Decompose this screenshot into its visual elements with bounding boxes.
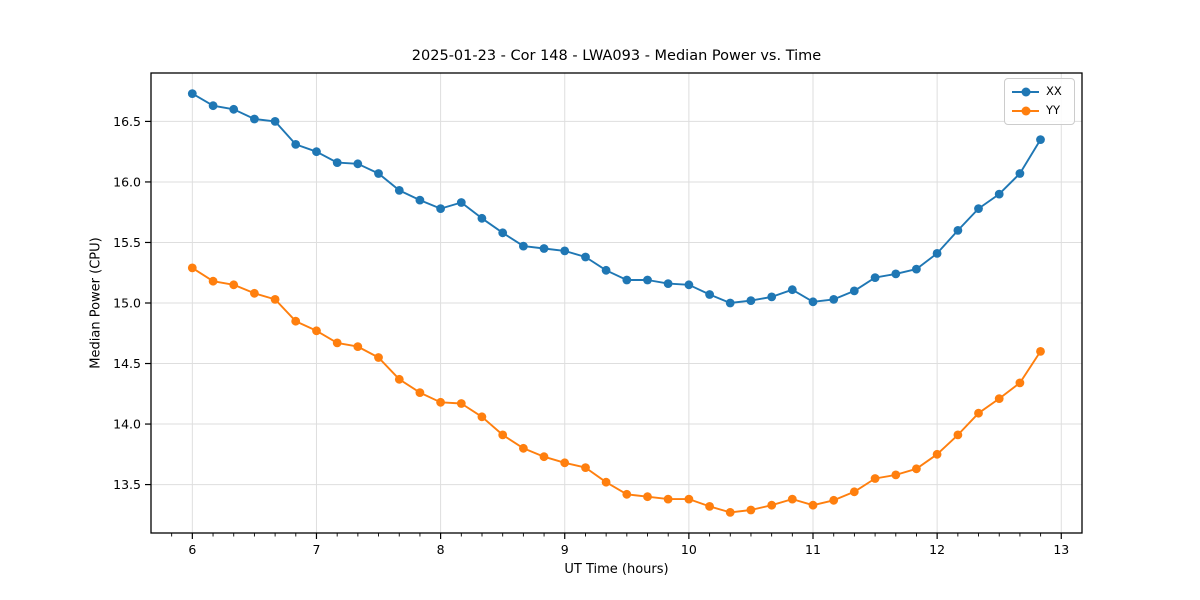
- svg-text:14.5: 14.5: [113, 356, 141, 371]
- svg-text:7: 7: [312, 542, 320, 557]
- svg-text:16.0: 16.0: [113, 174, 141, 189]
- svg-text:9: 9: [561, 542, 569, 557]
- legend-marker-icon: [1021, 87, 1030, 97]
- svg-text:8: 8: [437, 542, 445, 557]
- legend: XX YY: [1004, 78, 1075, 125]
- x-axis-ticks: [191, 533, 1062, 539]
- x-axis-minor-ticks: [171, 533, 1042, 537]
- y-axis-tick-labels: 13.5 14.0 14.5 15.0 15.5 16.0 16.5: [113, 114, 141, 492]
- svg-text:16.5: 16.5: [113, 114, 141, 129]
- svg-text:15.0: 15.0: [113, 296, 141, 311]
- legend-item-xx: XX: [1012, 84, 1066, 100]
- series-markers-xx: [187, 89, 1045, 308]
- series-line-yy: [191, 266, 1042, 514]
- svg-text:10: 10: [681, 542, 697, 557]
- legend-item-yy: YY: [1012, 103, 1066, 119]
- legend-line-sample-xx: [1012, 87, 1039, 97]
- gridlines: [151, 73, 1082, 533]
- legend-marker-icon: [1021, 106, 1030, 116]
- svg-text:13: 13: [1053, 542, 1069, 557]
- legend-label-xx: XX: [1046, 84, 1062, 99]
- svg-text:13.5: 13.5: [113, 477, 141, 492]
- x-axis-label: UT Time (hours): [564, 562, 669, 577]
- legend-line-sample-yy: [1012, 106, 1039, 116]
- svg-text:15.5: 15.5: [113, 235, 141, 250]
- svg-text:11: 11: [805, 542, 821, 557]
- svg-text:14.0: 14.0: [113, 417, 141, 432]
- svg-text:12: 12: [929, 542, 945, 557]
- y-axis-label: Median Power (CPU): [88, 237, 104, 369]
- series-markers-yy: [187, 263, 1045, 517]
- svg-text:6: 6: [188, 542, 196, 557]
- x-axis-tick-labels: 6 7 8 9 10 11 12 13: [188, 542, 1069, 557]
- legend-label-yy: YY: [1046, 103, 1061, 118]
- chart-title: 2025-01-23 - Cor 148 - LWA093 - Median P…: [411, 48, 822, 64]
- y-axis-ticks: [145, 120, 151, 486]
